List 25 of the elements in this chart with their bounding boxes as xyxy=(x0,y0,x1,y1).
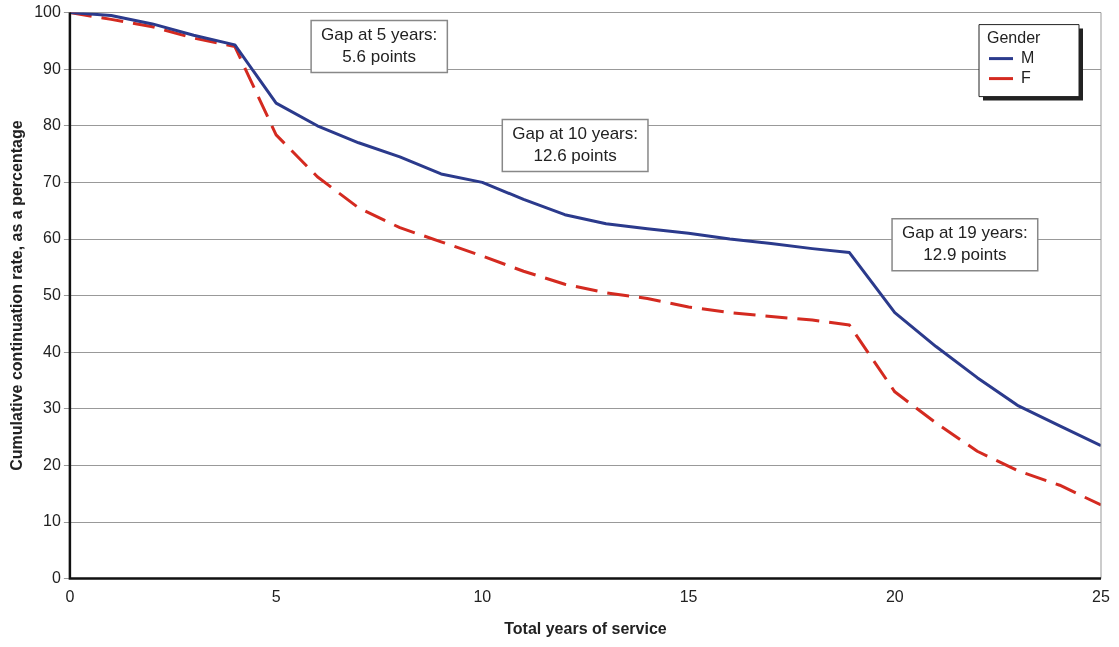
y-tick-label: 30 xyxy=(43,399,61,417)
y-axis-title: Cumulative continuation rate, as a percentage xyxy=(8,120,26,471)
x-tick-label: 0 xyxy=(65,587,75,605)
y-tick-label: 90 xyxy=(43,59,61,77)
x-tick-label: 15 xyxy=(679,587,698,605)
y-tick-label: 20 xyxy=(43,455,61,473)
x-axis-title: Total years of service xyxy=(504,619,667,637)
x-tick-label: 20 xyxy=(885,587,904,605)
legend-label: M xyxy=(1021,49,1035,67)
y-tick-label: 100 xyxy=(34,3,61,21)
annotation: Gap at 19 years: 12.9 points xyxy=(902,223,1028,265)
annotation: Gap at 5 years: 5.6 points xyxy=(321,25,438,67)
y-tick-label: 40 xyxy=(43,342,61,360)
x-tick-label: 25 xyxy=(1092,587,1110,605)
y-tick-label: 80 xyxy=(43,116,61,134)
annotation: Gap at 10 years: 12.6 points xyxy=(512,124,638,166)
y-tick-label: 0 xyxy=(51,569,61,587)
x-tick-label: 5 xyxy=(271,587,281,605)
legend-title: Gender xyxy=(987,29,1042,47)
legend-label: F xyxy=(1021,69,1031,87)
y-tick-label: 70 xyxy=(43,172,61,190)
y-tick-label: 10 xyxy=(43,512,61,530)
y-tick-label: 50 xyxy=(43,286,61,304)
x-tick-label: 10 xyxy=(473,587,492,605)
y-tick-label: 60 xyxy=(43,229,61,247)
